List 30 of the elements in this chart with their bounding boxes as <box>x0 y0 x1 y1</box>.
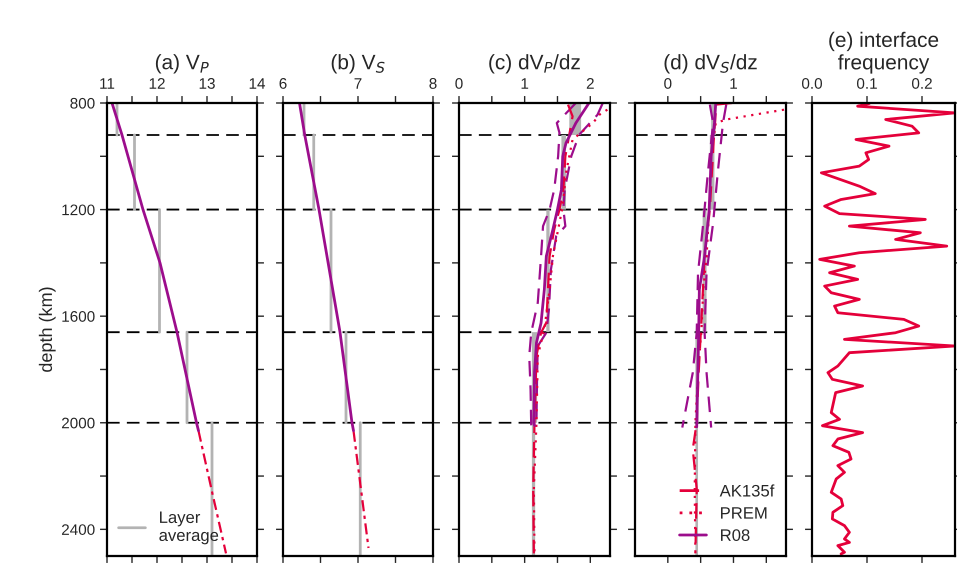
x-tick-label: 1 <box>730 78 737 89</box>
chart-title: (d) dV$_{S}$/dz <box>664 54 757 74</box>
x-tick-label: 7 <box>354 78 362 89</box>
y-tick-label: 2000 <box>62 418 95 428</box>
x-tick-label: 0 <box>664 78 672 89</box>
x-tick-label: 12 <box>150 78 165 89</box>
legend-label: R08 <box>721 529 750 542</box>
y-tick-label: 1200 <box>62 204 95 216</box>
chart-title: (c) dV$_{P}$/dz <box>489 54 580 74</box>
y-tick-label: 800 <box>70 98 95 109</box>
x-tick-label: 0.0 <box>802 78 822 89</box>
x-tick-label: 11 <box>100 78 114 89</box>
x-tick-label: 2 <box>586 78 594 89</box>
x-tick-label: 6 <box>280 78 287 89</box>
x-tick-label: 8 <box>429 78 437 89</box>
chart-title: (b) V$_{S}$ <box>332 54 385 74</box>
x-tick-label: 14 <box>250 78 266 89</box>
x-tick-label: 0 <box>455 78 463 89</box>
x-tick-label: 0.2 <box>912 78 932 89</box>
x-tick-label: 13 <box>200 78 215 89</box>
chart-title: (a) V$_{P}$ <box>156 54 209 74</box>
legend-label: Layer average <box>159 511 218 544</box>
legend-label: AK135f <box>720 484 774 497</box>
legend-label: PREM <box>721 507 766 519</box>
chart-title: (e) interface frequency <box>829 32 938 74</box>
y-tick-label: 2400 <box>62 524 95 536</box>
x-tick-label: 1 <box>522 78 528 89</box>
y-tick-label: 1600 <box>62 311 95 322</box>
y-axis-title: depth (km) <box>38 287 56 372</box>
x-tick-label: 0.1 <box>856 78 877 89</box>
